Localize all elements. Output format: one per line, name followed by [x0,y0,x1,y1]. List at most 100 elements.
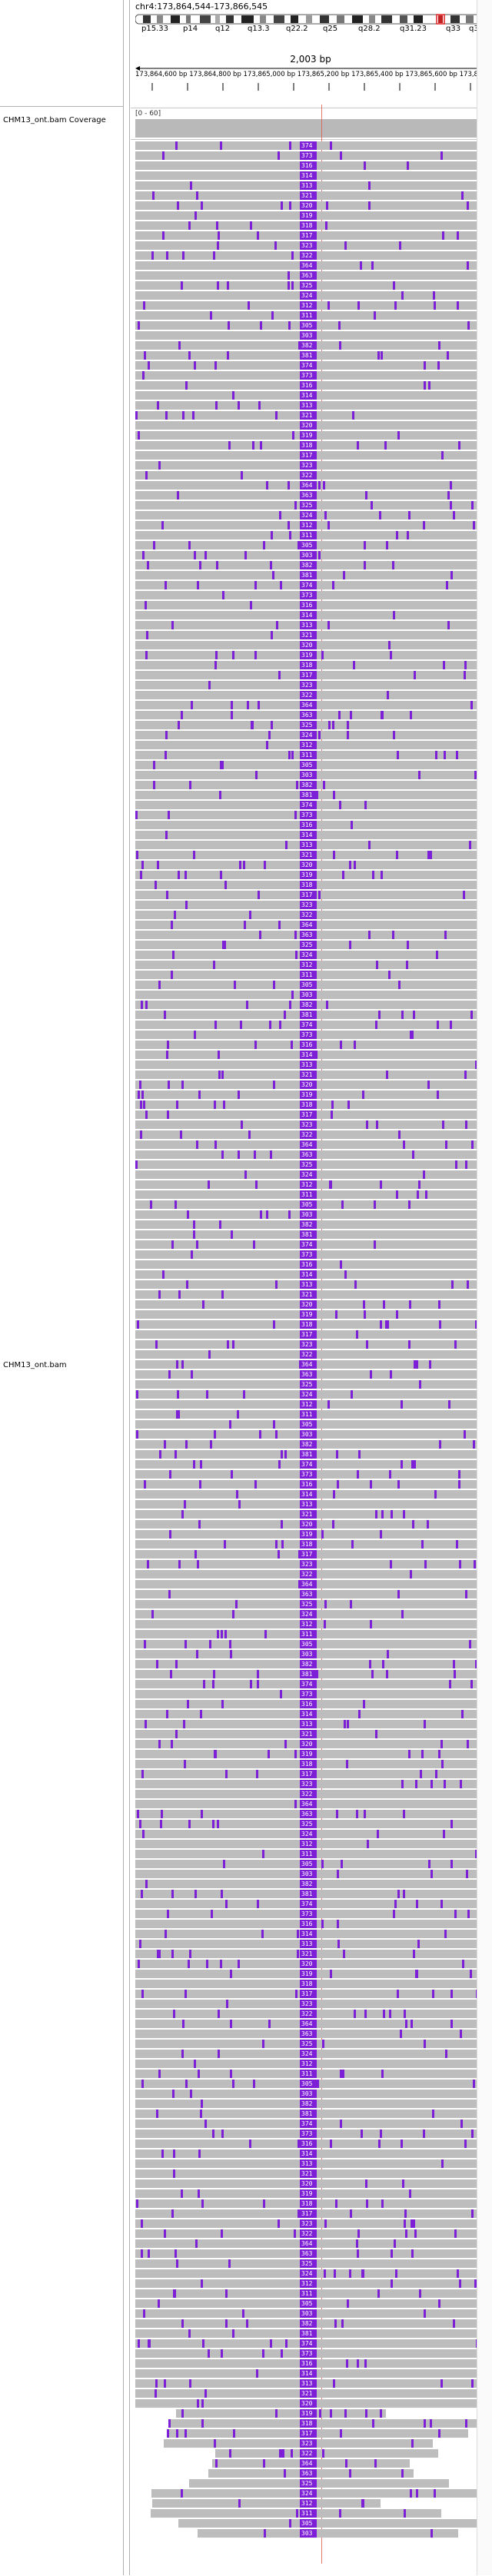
alignment-row[interactable]: 313 [135,181,486,190]
insertion-marker[interactable] [153,761,155,769]
insertion-marker[interactable] [143,301,145,310]
insertion-marker[interactable] [276,621,278,629]
insertion-marker[interactable] [401,1460,403,1469]
insertion-size-label[interactable]: 363 [300,2249,317,2258]
insertion-marker[interactable] [336,1450,338,1459]
insertion-marker[interactable] [289,201,291,210]
alignment-row[interactable]: 316 [135,2359,486,2368]
insertion-marker[interactable] [158,981,161,989]
insertion-size-label[interactable]: 311 [300,1410,317,1419]
insertion-marker[interactable] [471,1140,474,1149]
insertion-marker[interactable] [278,1550,280,1559]
alignment-row[interactable]: 374 [135,1021,486,1029]
insertion-marker[interactable] [212,2130,214,2138]
insertion-marker[interactable] [178,341,181,350]
insertion-marker[interactable] [263,2199,265,2208]
insertion-marker[interactable] [411,1031,414,1039]
insertion-marker[interactable] [473,1440,475,1449]
insertion-size-label[interactable]: 321 [300,1950,317,1958]
insertion-marker[interactable] [181,1360,184,1369]
insertion-marker[interactable] [252,441,254,450]
insertion-marker[interactable] [142,371,145,380]
insertion-marker[interactable] [171,921,173,929]
insertion-marker[interactable] [324,1600,327,1608]
insertion-marker[interactable] [145,1110,148,1119]
insertion-marker[interactable] [330,1180,332,1189]
alignment-row[interactable]: 314 [135,1051,486,1059]
alignment-track[interactable]: 374 373 316 314 313 321 320 319 318 317 323 322 364 3… [135,141,486,2562]
insertion-marker[interactable] [470,1680,473,1688]
insertion-size-label[interactable]: 305 [300,1860,317,1868]
insertion-marker[interactable] [166,1710,168,1718]
insertion-marker[interactable] [440,151,443,160]
alignment-row[interactable]: 303 [135,1210,486,1219]
insertion-marker[interactable] [389,1470,391,1479]
insertion-marker[interactable] [364,1810,366,1818]
insertion-marker[interactable] [365,491,367,500]
alignment-row[interactable]: 321 [135,2169,486,2178]
insertion-marker[interactable] [347,721,349,729]
insertion-marker[interactable] [161,521,164,529]
insertion-marker[interactable] [214,661,217,669]
insertion-marker[interactable] [237,1410,239,1419]
insertion-marker[interactable] [167,2429,169,2438]
insertion-size-label[interactable]: 382 [300,781,317,789]
insertion-marker[interactable] [248,301,250,310]
insertion-marker[interactable] [224,881,227,889]
insertion-size-label[interactable]: 303 [300,771,317,779]
alignment-row[interactable]: 364 [135,1580,486,1588]
insertion-marker[interactable] [411,2020,413,2028]
insertion-marker[interactable] [427,1081,430,1089]
alignment-row[interactable]: 316 [135,1260,486,1269]
insertion-marker[interactable] [285,841,288,849]
insertion-size-label[interactable]: 324 [300,291,317,300]
insertion-size-label[interactable]: 381 [300,1450,317,1459]
insertion-size-label[interactable]: 325 [300,2259,317,2268]
insertion-marker[interactable] [138,1960,140,1968]
insertion-marker[interactable] [157,861,159,869]
alignment-row[interactable]: 321 [135,1510,486,1519]
insertion-marker[interactable] [331,1100,334,1109]
insertion-marker[interactable] [188,221,191,230]
insertion-marker[interactable] [425,1190,427,1199]
alignment-row[interactable]: 317 [135,1110,486,1119]
insertion-marker[interactable] [420,1770,422,1778]
insertion-marker[interactable] [347,1720,349,1728]
insertion-size-label[interactable]: 381 [300,2110,317,2118]
insertion-marker[interactable] [228,441,231,450]
insertion-marker[interactable] [390,651,392,659]
insertion-marker[interactable] [175,1450,177,1459]
insertion-marker[interactable] [173,2010,175,2018]
insertion-marker[interactable] [424,2419,426,2428]
insertion-marker[interactable] [434,1490,437,1499]
alignment-row[interactable]: 363 [135,1810,486,1818]
insertion-marker[interactable] [227,1340,229,1349]
insertion-marker[interactable] [223,1100,225,1109]
insertion-marker[interactable] [260,1210,262,1219]
insertion-size-label[interactable]: 325 [300,281,317,290]
insertion-marker[interactable] [275,1540,278,1549]
insertion-marker[interactable] [211,1910,213,1918]
insertion-marker[interactable] [339,341,341,350]
alignment-row[interactable]: 318 [135,221,486,230]
insertion-marker[interactable] [318,891,321,899]
insertion-size-label[interactable]: 311 [300,2509,317,2518]
alignment-row[interactable]: 324 [135,2489,486,2498]
insertion-size-label[interactable]: 305 [300,541,317,549]
insertion-marker[interactable] [145,1880,148,1888]
insertion-marker[interactable] [227,351,229,360]
insertion-marker[interactable] [279,1021,281,1029]
insertion-marker[interactable] [261,1930,264,1938]
insertion-marker[interactable] [391,1510,393,1519]
insertion-marker[interactable] [421,1750,424,1758]
insertion-marker[interactable] [257,1900,259,1908]
insertion-marker[interactable] [158,2299,160,2308]
insertion-marker[interactable] [273,1420,275,1429]
insertion-marker[interactable] [244,921,246,929]
insertion-size-label[interactable]: 314 [300,2149,317,2158]
insertion-marker[interactable] [247,701,249,709]
insertion-marker[interactable] [294,2229,296,2238]
insertion-marker[interactable] [298,341,301,350]
insertion-marker[interactable] [444,931,447,939]
insertion-marker[interactable] [291,1041,293,1049]
